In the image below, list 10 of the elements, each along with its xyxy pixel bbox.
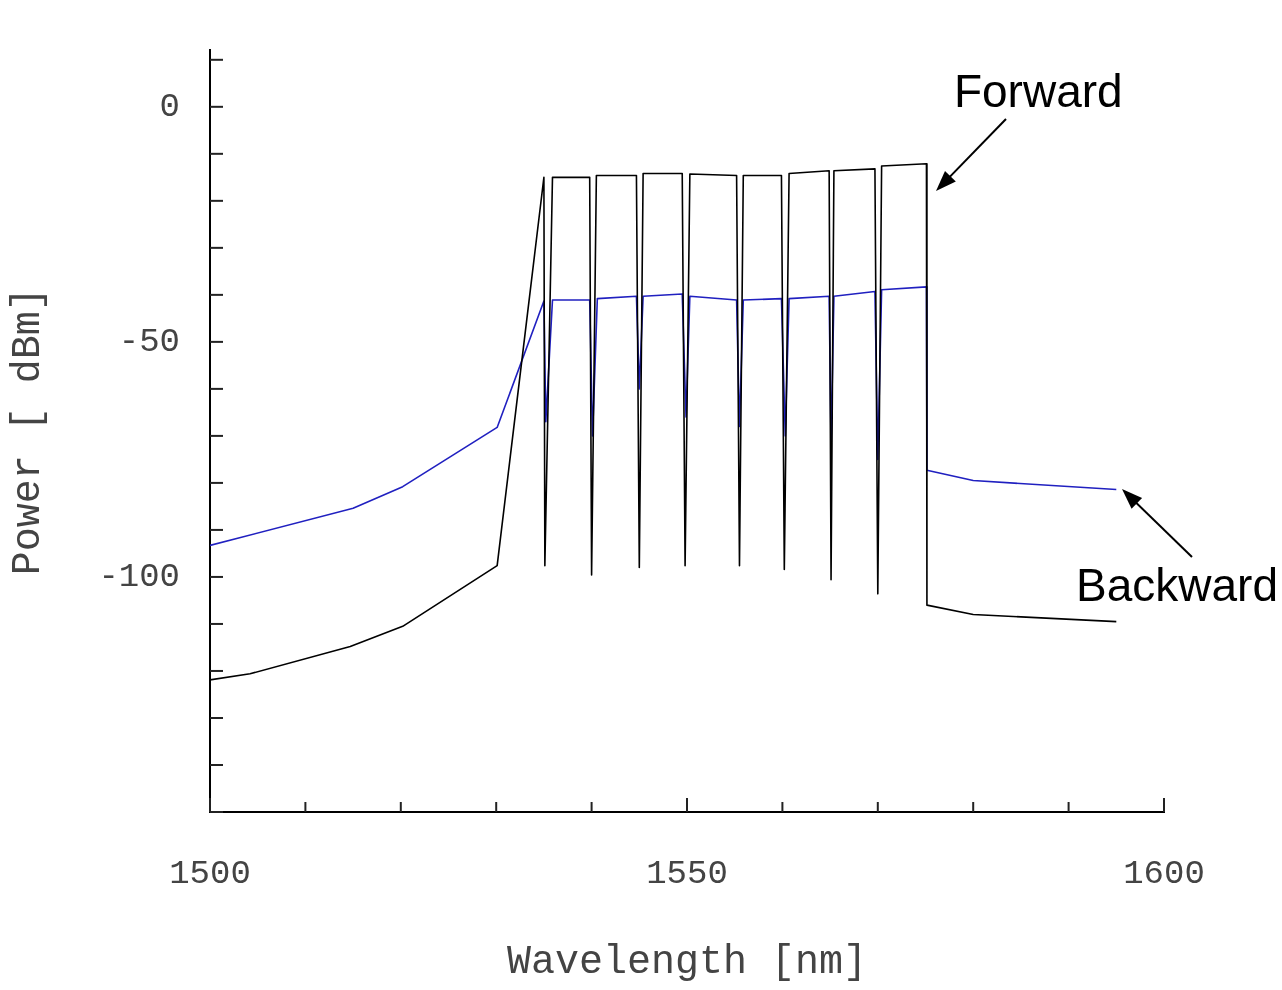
- annotation: Backward: [1076, 559, 1278, 612]
- x-tick-label: 1550: [646, 855, 728, 894]
- y-tick-label: -50: [118, 322, 180, 361]
- y-axis-title: Power [ dBm]: [5, 287, 51, 576]
- annotation: Forward: [953, 65, 1123, 118]
- y-tick-label: 0: [159, 87, 180, 126]
- x-axis-title: Wavelength [nm]: [506, 939, 868, 985]
- x-tick-label: 1500: [169, 855, 251, 894]
- x-tick-label: 1600: [1123, 855, 1205, 894]
- y-tick-label: -100: [98, 557, 180, 596]
